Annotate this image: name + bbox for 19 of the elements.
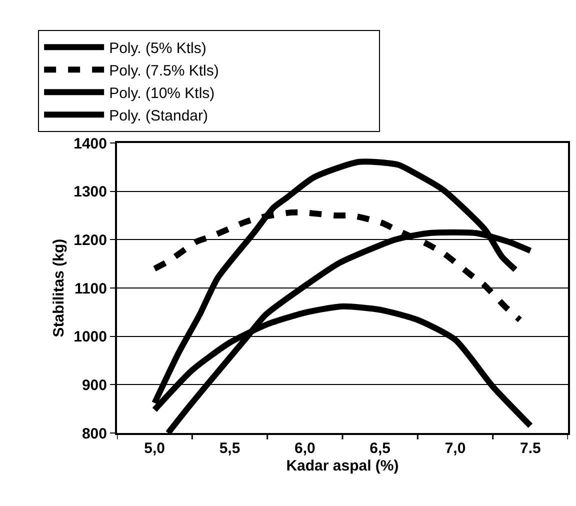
x-tick-label: 6,5 — [370, 440, 391, 457]
legend-label: Poly. (Standar) — [109, 108, 208, 124]
legend-label: Poly. (5% Ktls) — [109, 40, 206, 57]
y-tick-label: 900 — [82, 376, 107, 394]
x-tick-label: 5,0 — [144, 440, 166, 457]
y-tick-label: 1200 — [74, 232, 107, 249]
x-tick-label: 6,0 — [294, 440, 316, 457]
x-axis-title: Kadar aspal (%) — [286, 458, 399, 474]
y-tick-label: 1000 — [74, 328, 107, 346]
y-tick-label: 1100 — [74, 280, 107, 298]
x-tick-label: 5,5 — [219, 440, 240, 457]
y-tick-label: 1300 — [74, 184, 107, 201]
x-tick-label: 7.5 — [520, 440, 541, 457]
y-axis-title: Stabilitas (kg) — [50, 238, 68, 338]
y-tick-label: 1400 — [74, 135, 107, 152]
x-tick-label: 7,0 — [444, 440, 466, 457]
legend-label: Poly. (10% Ktls) — [109, 85, 215, 102]
y-tick-label: 800 — [82, 425, 107, 442]
legend-label: Poly. (7.5% Ktls) — [109, 62, 219, 80]
